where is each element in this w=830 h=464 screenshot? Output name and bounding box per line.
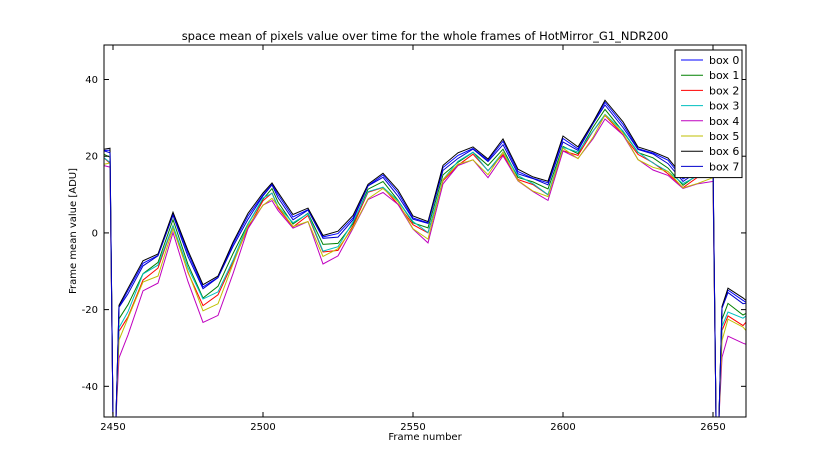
legend-label: box 0 bbox=[709, 54, 739, 67]
plot-frame bbox=[103, 44, 747, 418]
y-tick-label: -20 bbox=[82, 305, 98, 316]
x-tick-label: 2500 bbox=[250, 422, 275, 433]
legend: box 0 box 1 box 2 box 3 box 4 box 5 box 6 box 7 bbox=[674, 49, 743, 179]
x-tick-label: 2600 bbox=[550, 422, 575, 433]
legend-label: box 6 bbox=[709, 145, 739, 158]
x-axis-label: Frame number bbox=[388, 432, 462, 443]
x-tick-label: 2450 bbox=[100, 422, 125, 433]
legend-label: box 1 bbox=[709, 69, 739, 82]
chart-title: space mean of pixels value over time for… bbox=[182, 29, 669, 43]
series-line-box-4 bbox=[104, 118, 746, 417]
y-tick-label: -40 bbox=[82, 382, 98, 393]
legend-label: box 7 bbox=[709, 160, 739, 173]
y-axis-label: Frame mean value [ADU] bbox=[68, 168, 79, 294]
x-tick-label: 2650 bbox=[700, 422, 725, 433]
x-axis: 2450 2500 2550 2600 2650 bbox=[100, 45, 726, 433]
legend-label: box 5 bbox=[709, 130, 739, 143]
series-line-box-5 bbox=[104, 114, 746, 417]
x-tick-label: 2550 bbox=[400, 422, 425, 433]
legend-label: box 2 bbox=[709, 84, 739, 97]
y-axis: -40 -20 0 20 40 bbox=[82, 75, 746, 393]
legend-label: box 4 bbox=[709, 115, 739, 128]
legend-box bbox=[674, 49, 743, 179]
legend-label: box 3 bbox=[709, 100, 739, 113]
y-tick-label: 40 bbox=[85, 75, 98, 86]
y-tick-label: 0 bbox=[92, 228, 98, 239]
y-tick-label: 20 bbox=[85, 152, 98, 163]
